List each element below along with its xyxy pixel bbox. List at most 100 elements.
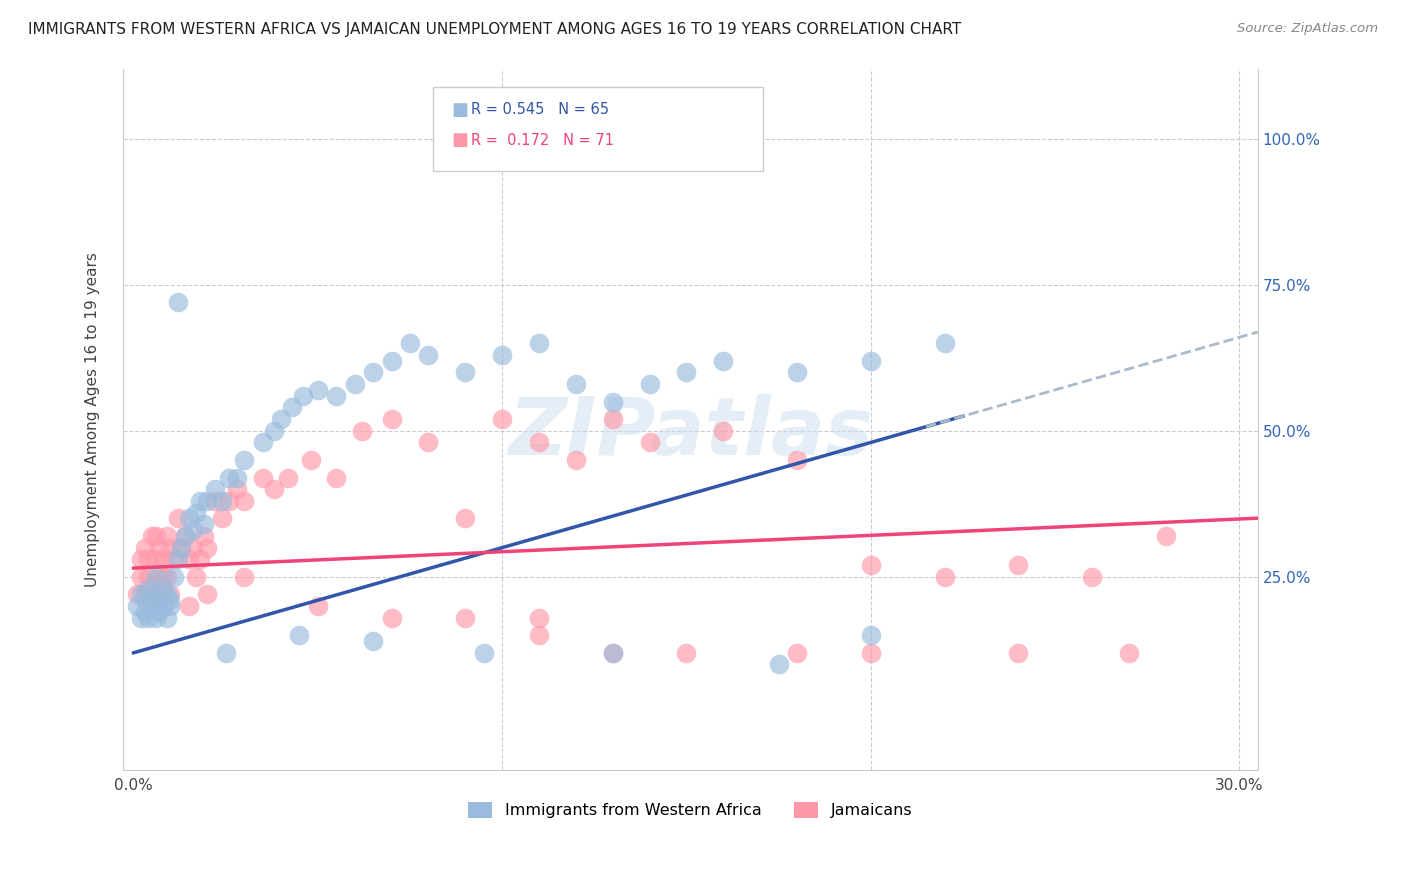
- Point: [136, 570, 159, 584]
- Point: [152, 552, 174, 566]
- Point: [188, 552, 211, 566]
- Point: [233, 494, 256, 508]
- Point: [141, 599, 163, 613]
- Point: [148, 570, 170, 584]
- Point: [381, 611, 404, 625]
- Point: [352, 424, 374, 438]
- Point: [527, 628, 550, 642]
- Point: [127, 599, 149, 613]
- Point: [343, 377, 366, 392]
- Point: [181, 541, 204, 555]
- Point: [204, 482, 226, 496]
- Point: [527, 435, 550, 450]
- Text: ZIPatlas: ZIPatlas: [508, 394, 873, 472]
- Point: [233, 453, 256, 467]
- Point: [934, 336, 956, 351]
- Point: [399, 336, 422, 351]
- Point: [152, 570, 174, 584]
- Point: [491, 348, 513, 362]
- Point: [129, 587, 152, 601]
- Point: [218, 470, 240, 484]
- Point: [454, 611, 477, 625]
- Point: [675, 646, 697, 660]
- Point: [233, 570, 256, 584]
- Point: [711, 424, 734, 438]
- Point: [166, 295, 188, 310]
- Text: IMMIGRANTS FROM WESTERN AFRICA VS JAMAICAN UNEMPLOYMENT AMONG AGES 16 TO 19 YEAR: IMMIGRANTS FROM WESTERN AFRICA VS JAMAIC…: [28, 22, 962, 37]
- Point: [152, 599, 174, 613]
- Point: [177, 511, 200, 525]
- Point: [186, 506, 208, 520]
- Point: [527, 336, 550, 351]
- Point: [134, 541, 156, 555]
- Point: [152, 582, 174, 596]
- Point: [638, 377, 661, 392]
- Point: [145, 611, 167, 625]
- Point: [361, 634, 384, 648]
- Point: [127, 587, 149, 601]
- Point: [859, 628, 882, 642]
- Point: [134, 593, 156, 607]
- Point: [136, 582, 159, 596]
- Point: [148, 605, 170, 619]
- Point: [602, 412, 624, 426]
- Point: [491, 412, 513, 426]
- Point: [602, 646, 624, 660]
- Text: ■: ■: [451, 131, 468, 149]
- Point: [299, 453, 322, 467]
- Point: [195, 541, 218, 555]
- Text: R =  0.172   N = 71: R = 0.172 N = 71: [471, 133, 614, 147]
- Point: [148, 541, 170, 555]
- Point: [472, 646, 495, 660]
- Point: [156, 611, 179, 625]
- Text: ■: ■: [451, 101, 468, 119]
- Point: [166, 511, 188, 525]
- Point: [381, 353, 404, 368]
- Point: [527, 611, 550, 625]
- Point: [136, 587, 159, 601]
- Point: [174, 529, 197, 543]
- Point: [193, 517, 215, 532]
- Point: [211, 494, 233, 508]
- Point: [148, 593, 170, 607]
- Point: [159, 593, 181, 607]
- Point: [134, 605, 156, 619]
- Point: [141, 587, 163, 601]
- Point: [454, 365, 477, 379]
- Point: [454, 511, 477, 525]
- Point: [188, 494, 211, 508]
- Point: [270, 412, 292, 426]
- Point: [141, 529, 163, 543]
- Point: [859, 353, 882, 368]
- Point: [1118, 646, 1140, 660]
- Point: [159, 587, 181, 601]
- Point: [215, 646, 238, 660]
- Point: [859, 558, 882, 573]
- Point: [1081, 570, 1104, 584]
- Point: [145, 552, 167, 566]
- Point: [225, 470, 247, 484]
- Point: [159, 599, 181, 613]
- Point: [281, 401, 304, 415]
- Point: [129, 552, 152, 566]
- Point: [186, 570, 208, 584]
- Point: [565, 453, 588, 467]
- Point: [141, 587, 163, 601]
- Point: [263, 482, 285, 496]
- Point: [1154, 529, 1177, 543]
- Point: [859, 646, 882, 660]
- Point: [195, 494, 218, 508]
- Point: [307, 383, 329, 397]
- Point: [1007, 558, 1029, 573]
- Point: [170, 541, 193, 555]
- Point: [218, 494, 240, 508]
- Point: [381, 412, 404, 426]
- Point: [170, 541, 193, 555]
- Point: [786, 453, 808, 467]
- Point: [152, 587, 174, 601]
- Point: [602, 646, 624, 660]
- Point: [129, 611, 152, 625]
- Point: [156, 570, 179, 584]
- Point: [181, 523, 204, 537]
- Point: [292, 389, 315, 403]
